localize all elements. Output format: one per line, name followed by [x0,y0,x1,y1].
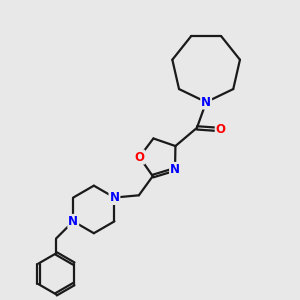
Text: O: O [134,151,144,164]
Text: N: N [201,96,211,109]
Text: N: N [110,191,119,204]
Text: N: N [170,163,180,176]
Text: O: O [216,123,226,136]
Text: N: N [68,215,78,228]
